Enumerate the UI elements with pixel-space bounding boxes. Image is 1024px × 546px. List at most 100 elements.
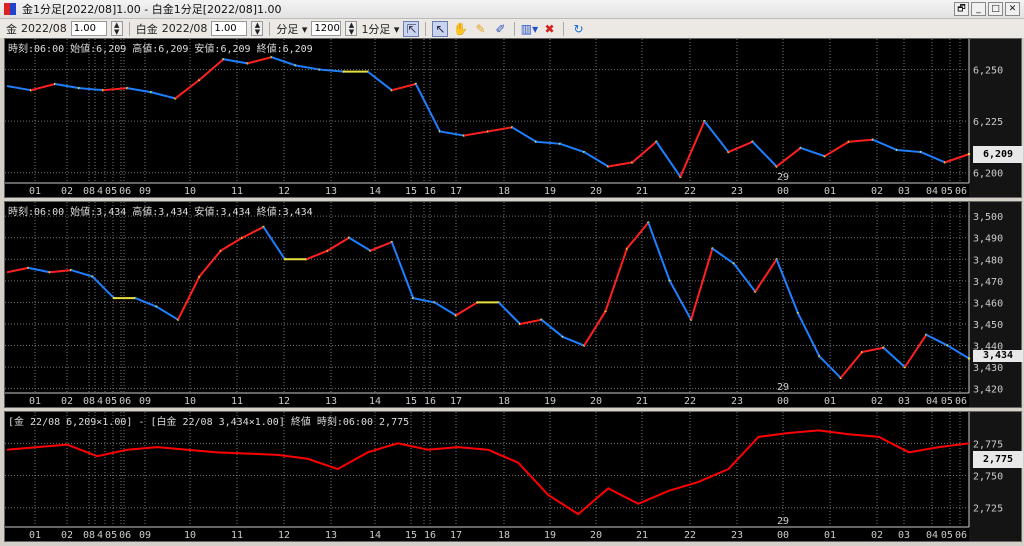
- day-marker-label: 29: [777, 382, 789, 393]
- price-segment: [947, 344, 970, 360]
- bars-spinner[interactable]: ▲ ▼: [345, 21, 358, 36]
- time-tick-label: 02: [61, 396, 73, 407]
- price-segment: [198, 250, 222, 278]
- multiplier2-spinner[interactable]: ▲ ▼: [251, 21, 264, 36]
- price-segment: [604, 248, 628, 312]
- price-segment: [91, 275, 115, 299]
- gold-chart-panel[interactable]: 6,250 6,225 6,200 01 02 08 4 05 06 09 10 11 12 13 14 15…: [4, 38, 1023, 198]
- price-segment: [536, 140, 561, 145]
- multiplier1-spinner[interactable]: ▲ ▼: [110, 21, 123, 36]
- draw-tool-icon[interactable]: ✐: [495, 21, 506, 36]
- time-tick-label: 21: [636, 530, 648, 541]
- cursor-tool-icon[interactable]: ↖: [432, 20, 449, 37]
- time-tick-label: 06: [119, 530, 131, 541]
- time-tick-label: 13: [325, 530, 337, 541]
- time-tick-label: 21: [636, 186, 648, 197]
- divider: [425, 21, 427, 36]
- close-button[interactable]: ✕: [1005, 2, 1020, 16]
- time-tick-label: 22: [684, 186, 696, 197]
- time-tick-label: 17: [450, 186, 462, 197]
- maximize-button[interactable]: □: [988, 2, 1003, 16]
- price-segment: [327, 236, 350, 252]
- platinum-chart-panel[interactable]: 3,500 3,490 3,480 3,470 3,460 3,450 3,440 3,430…: [4, 201, 1023, 408]
- time-tick-label: 23: [731, 186, 743, 197]
- time-tick-label: 15: [405, 186, 417, 197]
- time-tick-label: 22: [684, 396, 696, 407]
- time-tick-label: 12: [278, 186, 290, 197]
- price-segment: [127, 87, 152, 94]
- price-segment: [925, 333, 949, 347]
- time-tick-label: 18: [498, 530, 510, 541]
- timeframe-dropdown[interactable]: 1分足 ▾: [361, 22, 400, 36]
- price-segment: [223, 58, 248, 65]
- price-segment: [872, 138, 898, 151]
- price-segment: [319, 68, 344, 73]
- time-tick-label: 15: [405, 396, 417, 407]
- divider: [128, 21, 130, 36]
- time-tick-label: 21: [636, 396, 648, 407]
- time-tick-label: 00: [777, 530, 789, 541]
- price-segment: [690, 248, 714, 320]
- divider: [514, 21, 516, 36]
- pencil-tool-icon[interactable]: ✎: [475, 21, 486, 36]
- price-tick-label: 6,250: [973, 66, 1003, 77]
- delete-tool-icon[interactable]: ✖: [544, 21, 555, 36]
- price-segment: [348, 236, 371, 252]
- time-tick-label: 05: [105, 396, 117, 407]
- price-segment: [198, 58, 225, 81]
- price-tick-label: 2,750: [973, 472, 1003, 483]
- price-tick-label: 2,775: [973, 439, 1003, 450]
- price-segment: [271, 56, 296, 67]
- time-tick-label: 20: [590, 530, 602, 541]
- time-tick-label: 19: [544, 396, 556, 407]
- price-segment: [608, 161, 633, 168]
- time-tick-label: 08: [83, 186, 95, 197]
- time-tick-label: 11: [231, 396, 243, 407]
- price-segment: [733, 262, 757, 293]
- time-tick-label: 15: [405, 530, 417, 541]
- restore-button[interactable]: 🗗: [954, 2, 969, 16]
- time-tick-label: 02: [61, 530, 73, 541]
- price-segment: [818, 355, 842, 379]
- time-tick-label: 04: [926, 530, 938, 541]
- price-segment: [391, 83, 417, 92]
- price-axis: [969, 412, 1021, 541]
- toolbar: 金 2022/08 ▲▼ 白金 2022/08 ▲▼ 分足 ▾ ▲▼ 1分足 ▾…: [0, 19, 1024, 38]
- symbol1-label: 金: [6, 22, 17, 36]
- time-tick-label: 04: [926, 186, 938, 197]
- multiplier1-input[interactable]: [70, 21, 107, 36]
- time-tick-label: 09: [139, 530, 151, 541]
- price-segment: [904, 334, 928, 368]
- time-tick-label: 17: [450, 530, 462, 541]
- price-point: [967, 357, 971, 360]
- price-segment: [49, 269, 72, 274]
- bars-input[interactable]: [311, 21, 342, 36]
- indicator-tool-icon[interactable]: ▥▾: [520, 21, 539, 36]
- price-segment: [412, 297, 435, 304]
- refresh-tool-icon[interactable]: ↻: [573, 21, 584, 36]
- divider: [269, 21, 271, 36]
- time-tick-label: 05: [941, 396, 953, 407]
- time-tick-label: 02: [871, 530, 883, 541]
- zoom-tool-icon[interactable]: ⇱: [403, 20, 420, 37]
- time-tick-label: 00: [777, 396, 789, 407]
- ratio-info: [金 22/08 6,209×1.00] - [白金 22/08 3,434×1…: [8, 417, 410, 428]
- price-segment: [754, 258, 778, 293]
- ratio-chart-panel[interactable]: 2,775 2,750 2,725 01 02 08 4 05 06 09 10 11 12 13 14 15…: [4, 411, 1023, 542]
- price-segment: [177, 276, 201, 321]
- time-tick-label: 16: [424, 186, 436, 197]
- price-segment: [439, 130, 465, 137]
- price-segment: [647, 222, 671, 282]
- time-tick-label: 16: [424, 530, 436, 541]
- multiplier2-input[interactable]: [211, 21, 248, 36]
- price-segment: [262, 226, 286, 260]
- period-unit-dropdown[interactable]: 分足 ▾: [276, 22, 308, 36]
- price-segment: [156, 305, 179, 321]
- price-segment: [896, 149, 921, 154]
- minimize-button[interactable]: _: [971, 2, 986, 16]
- time-tick-label: 06: [955, 396, 967, 407]
- price-segment: [134, 297, 158, 308]
- hand-tool-icon[interactable]: ✋: [452, 21, 468, 36]
- price-segment: [848, 138, 873, 143]
- time-tick-label: 01: [29, 186, 41, 197]
